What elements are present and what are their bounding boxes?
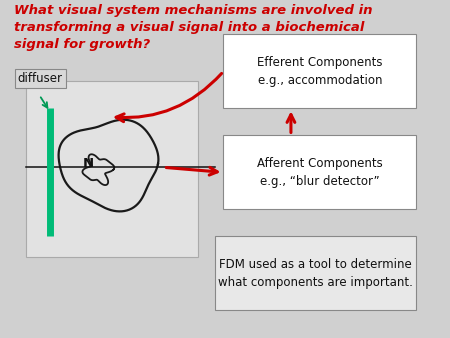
FancyBboxPatch shape: [224, 135, 416, 210]
FancyBboxPatch shape: [224, 34, 416, 108]
Text: N: N: [83, 158, 94, 170]
FancyBboxPatch shape: [215, 236, 416, 310]
Text: diffuser: diffuser: [18, 72, 63, 84]
Text: FDM used as a tool to determine
what components are important.: FDM used as a tool to determine what com…: [218, 258, 413, 289]
Text: What visual system mechanisms are involved in
transforming a visual signal into : What visual system mechanisms are involv…: [14, 4, 372, 51]
Text: Afferent Components
e.g., “blur detector”: Afferent Components e.g., “blur detector…: [257, 157, 383, 188]
FancyBboxPatch shape: [27, 81, 198, 257]
Text: Efferent Components
e.g., accommodation: Efferent Components e.g., accommodation: [257, 56, 382, 87]
